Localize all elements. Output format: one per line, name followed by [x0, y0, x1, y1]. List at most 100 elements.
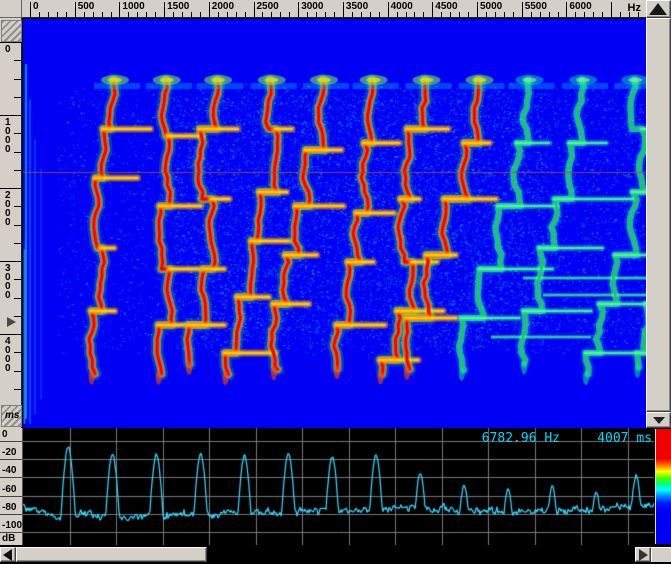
- time-ruler: ms 0 1 0 0 0 2 0 0 0 3 0 0 0 4 0 0 0: [0, 18, 22, 428]
- ruler-tick-minor: [101, 12, 103, 17]
- arrow-down-icon: [653, 417, 665, 424]
- ruler-tick: [253, 2, 255, 17]
- frequency-readout: 6782.96 Hz: [481, 431, 560, 446]
- ruler-tick-minor: [173, 12, 174, 17]
- ruler-tick-minor: [396, 12, 398, 17]
- ruler-tick: [0, 334, 21, 335]
- ruler-label: 2000: [211, 1, 235, 12]
- ruler-tick: [0, 188, 21, 189]
- time-readout: 4007 ms: [597, 431, 652, 446]
- scroll-up-button[interactable]: [646, 0, 671, 18]
- ruler-tick-minor: [539, 12, 541, 17]
- ruler-tick: [432, 2, 434, 17]
- ruler-tick-minor: [369, 12, 371, 17]
- arrow-left-icon: [3, 549, 12, 561]
- ruler-label: 1 0 0 0: [5, 117, 11, 155]
- ruler-tick-minor: [128, 12, 130, 17]
- ruler-tick-minor: [423, 12, 425, 17]
- ruler-tick-minor: [92, 12, 94, 17]
- ruler-hatch-top: [1, 20, 22, 42]
- ruler-tick-minor: [110, 12, 112, 17]
- ruler-tick-minor: [137, 12, 139, 17]
- ruler-tick-minor: [14, 151, 21, 153]
- db-label: 0: [2, 429, 8, 440]
- ruler-tick: [74, 2, 76, 17]
- ruler-tick: [119, 2, 121, 17]
- ruler-tick: [566, 2, 568, 17]
- ruler-tick-minor: [271, 12, 273, 17]
- db-scale: 0 -20 -40 -60 -80 -100 dB: [0, 428, 23, 545]
- ruler-tick-minor: [494, 12, 496, 17]
- db-tick: [0, 441, 22, 442]
- playback-position-marker-icon[interactable]: [7, 317, 16, 327]
- ruler-tick-minor: [620, 12, 621, 17]
- ruler-tick-minor: [334, 12, 335, 17]
- ruler-tick-minor: [405, 12, 407, 17]
- ruler-tick-minor: [146, 12, 148, 17]
- ruler-label: 3000: [301, 1, 324, 12]
- ruler-tick: [0, 42, 21, 43]
- frequency-unit-label: Hz: [627, 2, 641, 14]
- ruler-tick: [0, 261, 21, 262]
- horizontal-scrollbar-thumb[interactable]: [16, 547, 207, 562]
- ruler-tick-minor: [14, 206, 21, 208]
- ruler-tick-minor: [637, 12, 639, 17]
- frequency-ruler: Hz 0 500 1000 1500 2000 2500 3000 3500 4000 4500 5…: [22, 0, 646, 18]
- ruler-tick-minor: [14, 78, 21, 80]
- ruler-tick-minor: [14, 60, 21, 62]
- ruler-tick-minor: [378, 12, 380, 17]
- ruler-tick-minor: [575, 12, 577, 17]
- arrow-up-icon: [649, 3, 667, 15]
- ruler-tick-minor: [14, 352, 21, 354]
- ruler-tick-minor: [56, 12, 58, 17]
- spectrum-canvas[interactable]: [23, 428, 654, 545]
- spectrum-panel: 0 -20 -40 -60 -80 -100 dB 6782.96 Hz 4007 ms: [0, 428, 671, 545]
- ruler-label: 5000: [480, 1, 503, 12]
- ruler-tick-minor: [226, 12, 228, 17]
- ruler-label: 6000: [569, 1, 592, 12]
- horizontal-scrollbar[interactable]: [0, 545, 671, 564]
- db-tick: [0, 495, 22, 497]
- ruler-tick-minor: [199, 12, 201, 17]
- ruler-label: 1000: [122, 1, 145, 12]
- vertical-scrollbar-thumb[interactable]: [646, 18, 671, 412]
- ruler-tick-minor: [602, 12, 604, 17]
- ruler-label: 3 0 0 0: [5, 263, 11, 301]
- ruler-label: 2500: [256, 1, 279, 12]
- scroll-down-button[interactable]: [646, 412, 671, 428]
- ruler-tick: [164, 2, 166, 17]
- spectrogram-canvas[interactable]: [23, 19, 646, 428]
- ruler-tick-minor: [262, 12, 264, 17]
- ruler-tick-minor: [155, 12, 157, 17]
- ruler-tick-minor: [548, 12, 550, 17]
- ruler-tick-minor: [450, 12, 452, 17]
- ruler-label: 4 0 0 0: [5, 336, 11, 374]
- ruler-label: 5500: [524, 1, 547, 12]
- ruler-tick-minor: [244, 12, 246, 17]
- ruler-tick-minor: [503, 12, 505, 17]
- ruler-label: 500: [77, 1, 95, 12]
- time-unit-label: ms: [5, 410, 20, 421]
- ruler-tick-minor: [316, 12, 318, 17]
- ruler-tick-minor: [289, 12, 291, 17]
- ruler-tick-minor: [14, 279, 21, 281]
- scroll-left-button[interactable]: [0, 547, 16, 562]
- db-label: -100: [2, 520, 23, 531]
- db-tick: [0, 459, 22, 461]
- scroll-right-button[interactable]: [635, 547, 651, 562]
- vertical-scrollbar[interactable]: [646, 0, 671, 428]
- ruler-tick: [298, 2, 300, 17]
- ruler-tick: [521, 2, 523, 17]
- ruler-hatch-bottom: ms: [1, 405, 22, 427]
- ruler-tick-minor: [235, 12, 237, 17]
- arrow-right-icon: [639, 549, 648, 561]
- ruler-tick-minor: [351, 12, 353, 17]
- ruler-tick-minor: [83, 12, 85, 17]
- ruler-tick-minor: [557, 12, 559, 17]
- ruler-label: 1500: [167, 1, 190, 12]
- ruler-tick-minor: [360, 12, 362, 17]
- ruler-label: 4000: [390, 1, 413, 12]
- ruler-tick: [0, 115, 21, 116]
- db-label: -60: [2, 483, 17, 495]
